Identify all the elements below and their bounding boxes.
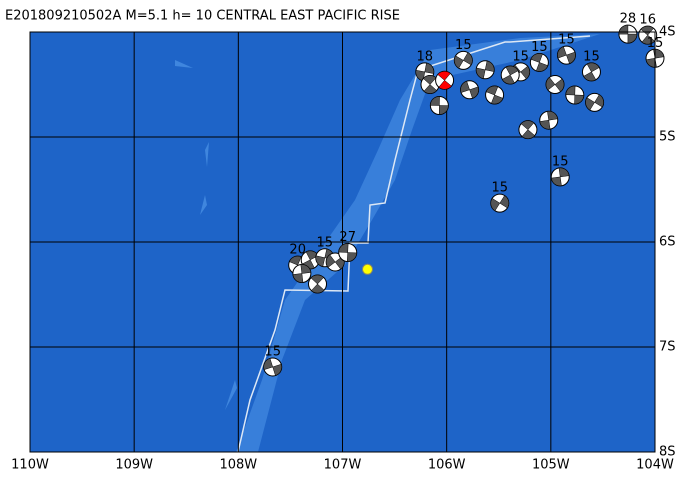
beachball [545,75,565,94]
beachball-quadrants [460,80,479,99]
depth-label: 27 [339,230,356,245]
beachball-quadrants [490,195,510,212]
beachball-quadrants [618,24,638,44]
beachball-quadrants [292,264,312,283]
beachball [618,24,638,44]
beachball [475,60,495,80]
y-tick-label: 7S [659,340,676,355]
depth-label: 15 [558,33,575,48]
x-tick-label: 105W [532,458,570,473]
beachball-quadrants [430,96,449,115]
beachball [581,62,601,82]
beachball-quadrants [338,243,357,262]
depth-label: 15 [492,181,509,196]
beachball-quadrants [475,60,495,79]
beachball [435,70,455,90]
depth-label: 15 [583,49,600,64]
beachball-quadrants [545,77,565,92]
beachball [585,92,605,112]
title: E201809210502A M=5.1 h= 10 CENTRAL EAST … [5,9,400,24]
beachball-quadrants [645,49,665,68]
beachball [460,80,480,100]
depth-label: 15 [317,235,334,250]
beachball [556,45,576,65]
beachball [338,243,358,262]
beachball [500,65,520,85]
beachball-quadrants [263,358,282,376]
depth-label: 15 [455,38,472,53]
beachball [263,357,283,377]
plate-boundary [237,35,591,453]
beachball-quadrants [539,111,558,130]
y-tick-label: 6S [659,235,676,250]
beachball [638,25,658,45]
beachball [565,85,585,105]
beachball-quadrants [557,46,576,64]
beachball-quadrants [437,71,452,90]
beachball [539,110,559,130]
beachball [453,50,473,70]
beachball [292,264,312,283]
beachball-quadrants [454,52,473,69]
beachball-quadrants [530,53,549,72]
x-tick-label: 109W [115,458,153,473]
beachball [550,167,570,187]
depth-label: 18 [417,49,434,64]
beachball [485,85,505,105]
beachball [420,75,440,94]
beachball-quadrants [585,94,604,111]
beachball-quadrants [501,65,519,85]
depth-label: 15 [531,40,548,55]
beachball-quadrants [551,167,570,187]
x-tick-label: 107W [324,458,362,473]
y-tick-label: 4S [659,25,676,40]
beachball [490,193,510,213]
epicenter [362,263,373,275]
depth-label: 16 [639,13,656,28]
depth-label: 15 [552,154,569,169]
x-tick-label: 104W [636,458,674,473]
beachball-quadrants [310,274,325,294]
depth-label: 15 [512,49,529,64]
beachball [308,274,327,294]
beachball-quadrants [583,62,600,82]
frame [29,31,656,453]
beachball-quadrants [565,85,585,105]
y-tick-label: 5S [659,130,676,145]
beachball-quadrants [520,120,536,139]
x-tick-label: 108W [219,458,257,473]
depth-label: 20 [289,243,306,258]
x-tick-label: 106W [428,458,466,473]
beachball [429,96,449,115]
x-tick-label: 110W [11,458,49,473]
beachball-quadrants [485,85,504,105]
beachball [529,52,549,72]
depth-label: 15 [264,344,281,359]
beachball [518,120,538,140]
depth-label: 28 [620,12,637,27]
y-tick-label: 8S [659,445,676,460]
